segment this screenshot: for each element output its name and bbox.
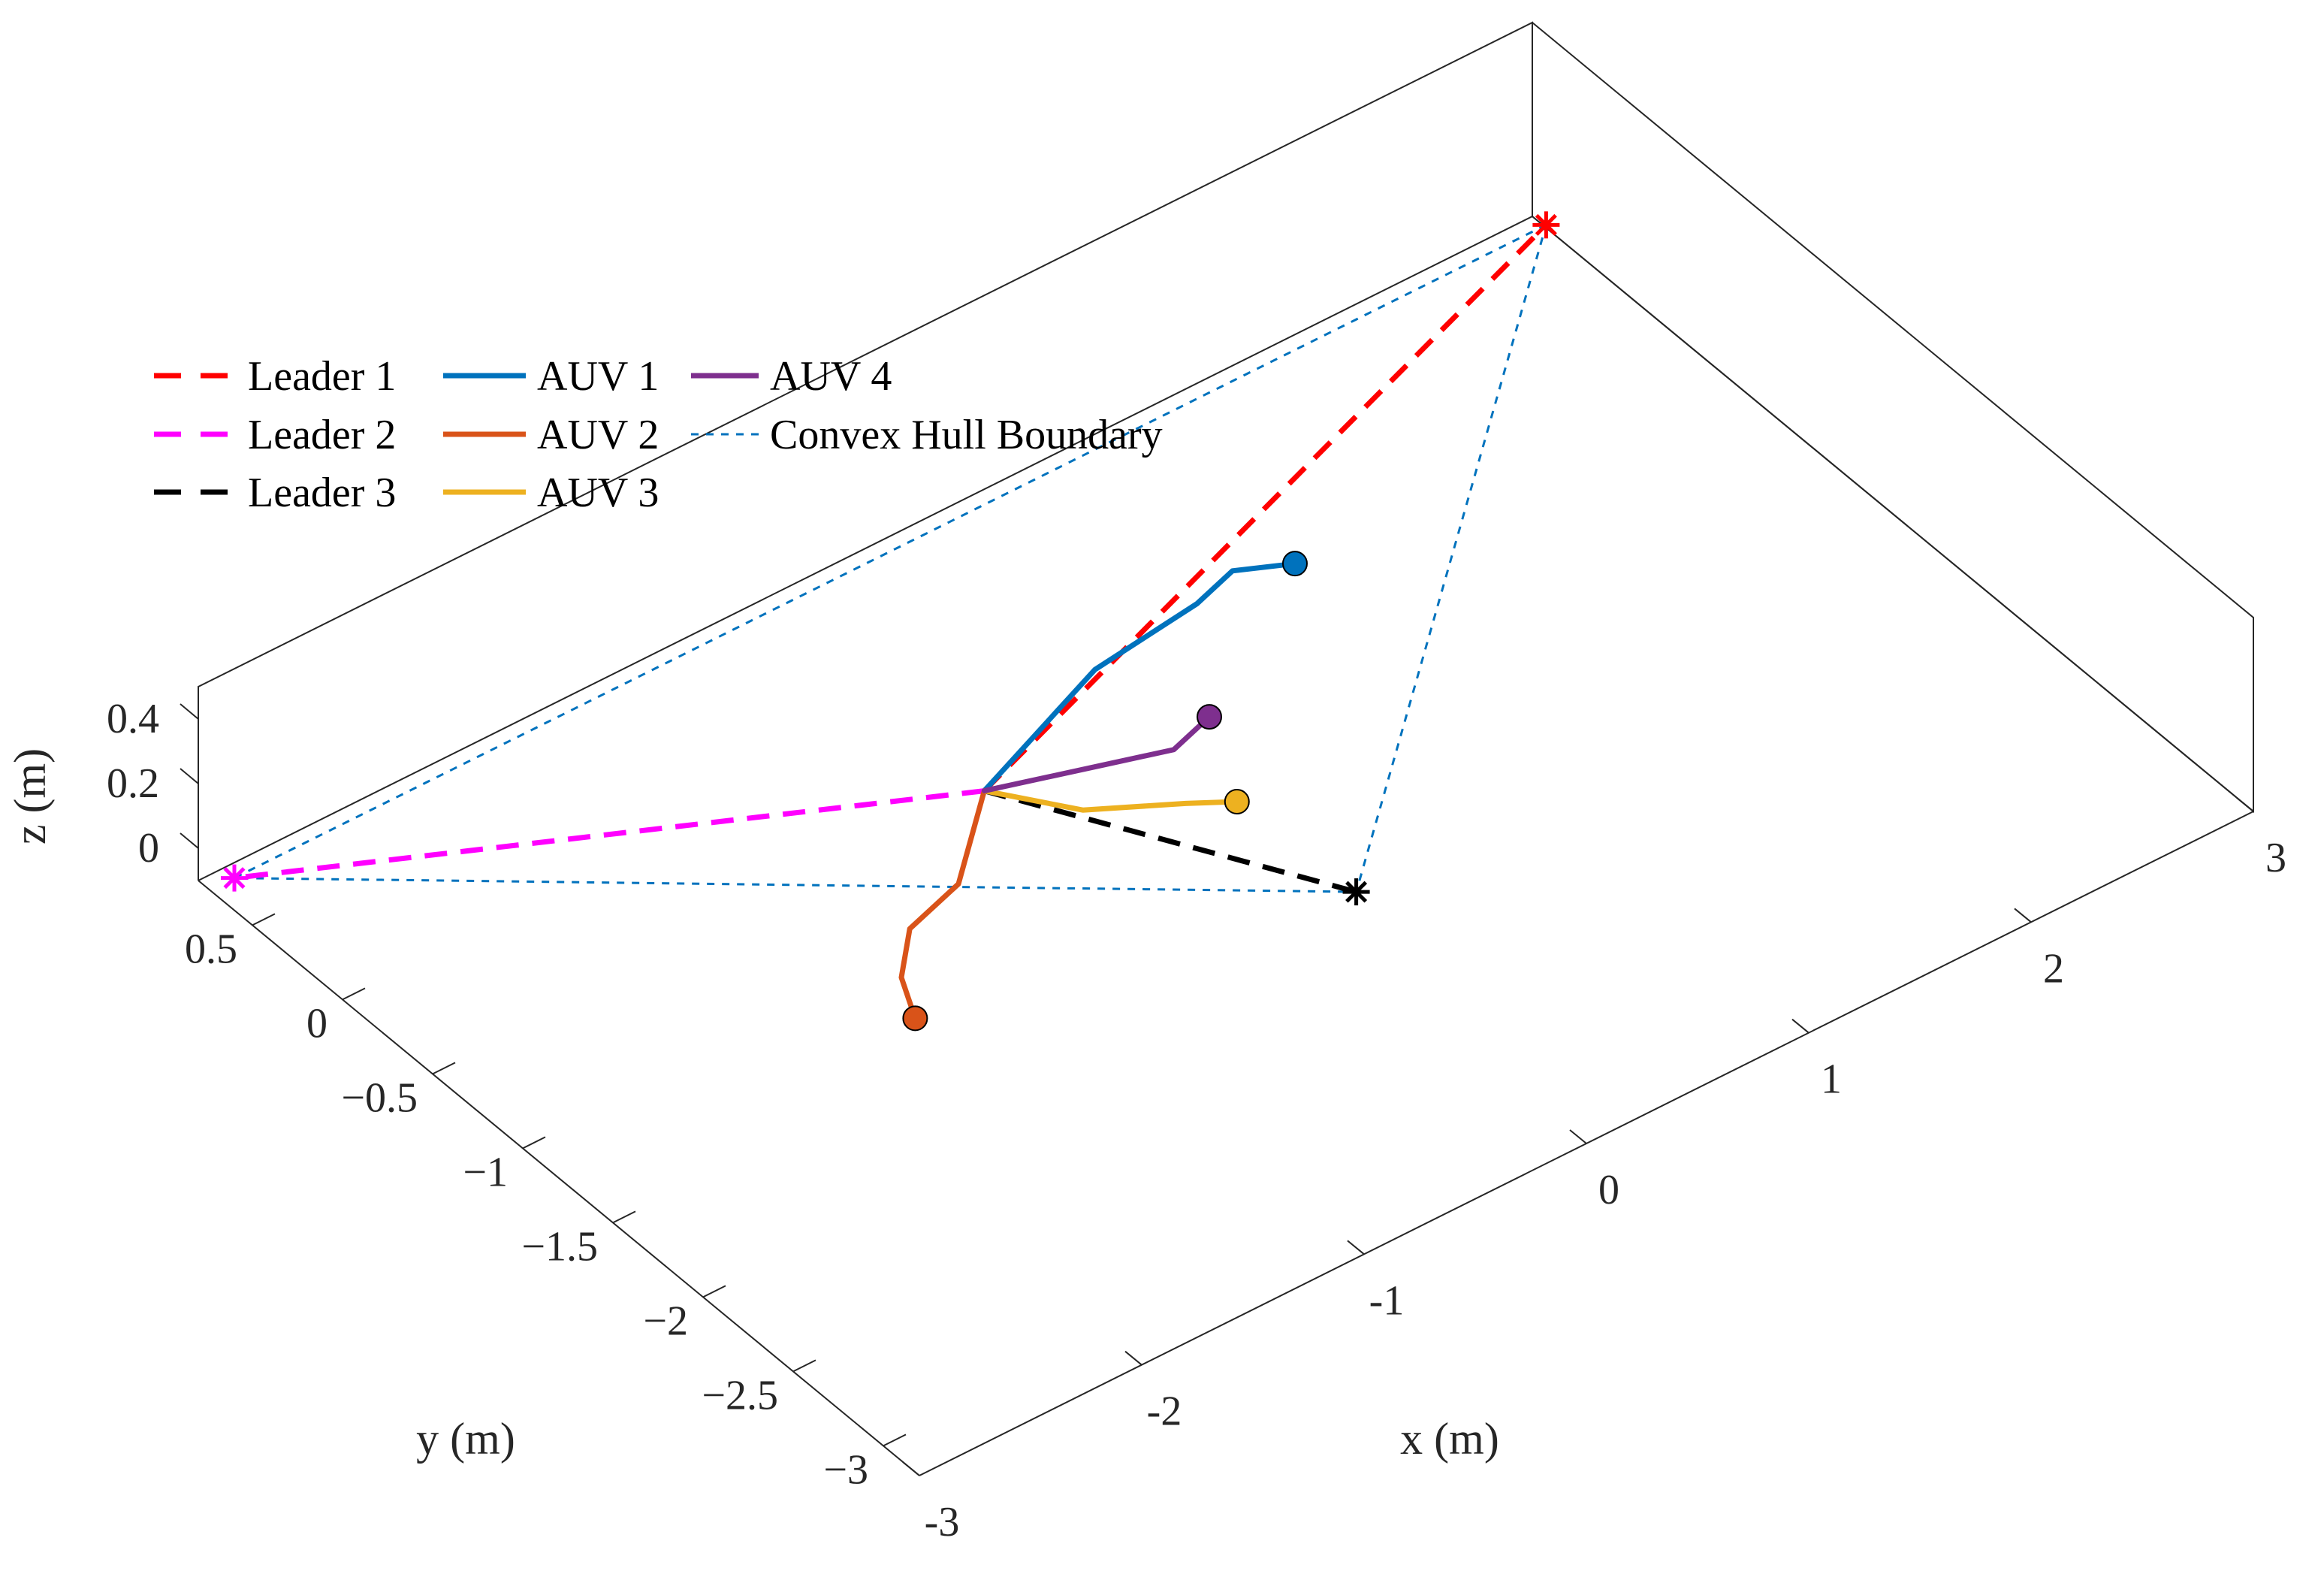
z-tick-label: 0.2: [107, 760, 159, 807]
series-line-auv-4: [981, 714, 1212, 794]
x-tick-label: 2: [2043, 945, 2064, 992]
y-ticks: 0.5 0 −0.5 −1 −1.5 −2 −2.5 −3: [185, 913, 907, 1493]
z-tick-label: 0: [138, 825, 159, 872]
legend-label-auv-3: AUV 3: [537, 470, 659, 516]
x-tick-label: 0: [1598, 1167, 1619, 1213]
z-tick-mark: [180, 832, 199, 849]
series-line-auv-2: [898, 788, 987, 1021]
y-tick-mark: [702, 1285, 726, 1298]
x-axis-title: x (m): [1400, 1414, 1499, 1464]
y-tick-mark: [792, 1359, 816, 1373]
axes-box: [198, 21, 2254, 1476]
y-tick-label: −3: [823, 1446, 868, 1493]
legend-label-leader-1: Leader 1: [248, 353, 396, 400]
x-tick-label: -3: [925, 1499, 960, 1545]
x-tick-label: -1: [1369, 1277, 1405, 1324]
y-tick-mark: [522, 1136, 546, 1150]
x-tick-label: -2: [1147, 1388, 1182, 1435]
x-tick-label: 1: [1821, 1056, 1842, 1103]
y-tick-label: −1.5: [521, 1223, 598, 1270]
x-ticks: -3 -2 -1 0 1 2 3: [902, 797, 2286, 1545]
end-marker-auv-1: [1282, 551, 1308, 577]
back-pane-right: [1532, 22, 2254, 814]
series-line-leader-2: [234, 788, 985, 881]
end-marker-leader-3: [1342, 878, 1370, 906]
y-axis-title: y (m): [416, 1414, 515, 1464]
x-tick-mark: [1791, 1018, 1809, 1034]
z-ticks: 0 0.2 0.4: [107, 696, 199, 872]
end-marker-auv-4: [1197, 704, 1222, 730]
series-line-auv-1: [981, 560, 1298, 794]
end-marker-leader-2: [221, 864, 248, 892]
x-tick-mark: [2014, 908, 2032, 923]
z-tick-mark: [180, 703, 199, 720]
legend-label-leader-3: Leader 3: [248, 470, 396, 516]
floor-back-right: [1532, 216, 2254, 812]
x-tick-mark: [1569, 1129, 1587, 1144]
x-tick-mark: [2236, 797, 2254, 812]
legend-label-auv-2: AUV 2: [537, 412, 659, 458]
x-tick-mark: [902, 1461, 920, 1476]
end-marker-leader-1: [1532, 211, 1560, 239]
series-line-convex-hull-boundary: [233, 223, 1547, 893]
legend-label-leader-2: Leader 2: [248, 412, 396, 458]
x-tick-mark: [1347, 1240, 1365, 1255]
legend-label-convex-hull-boundary: Convex Hull Boundary: [770, 412, 1163, 458]
x-tick-mark: [1124, 1350, 1142, 1366]
z-axis-title: z (m): [5, 748, 55, 844]
legend: Leader 1 Leader 2 Leader 3 AUV 1 AUV 2 AUV 3 A…: [154, 353, 1163, 516]
x-tick-label: 3: [2265, 835, 2286, 881]
y-tick-mark: [612, 1210, 636, 1224]
y-tick-label: 0.5: [185, 926, 237, 972]
series-line-leader-1: [982, 222, 1548, 793]
y-tick-label: 0: [306, 1000, 327, 1047]
series-line-leader-3: [983, 788, 1357, 895]
y-tick-mark: [252, 913, 276, 926]
series-layer: [221, 211, 1560, 1032]
floor-back-left: [198, 216, 1533, 881]
y-tick-label: −2.5: [702, 1372, 778, 1418]
series-line-auv-3: [981, 788, 1240, 813]
z-tick-mark: [180, 768, 199, 784]
end-marker-auv-3: [1224, 789, 1250, 815]
y-tick-label: −1: [463, 1149, 508, 1195]
legend-label-auv-1: AUV 1: [537, 353, 659, 400]
y-tick-label: −0.5: [341, 1074, 418, 1121]
y-axis-line: [198, 880, 920, 1476]
legend-label-auv-4: AUV 4: [770, 353, 892, 400]
y-tick-mark: [432, 1062, 456, 1075]
y-tick-mark: [883, 1434, 907, 1447]
y-tick-mark: [342, 987, 366, 1001]
end-marker-auv-2: [902, 1005, 928, 1032]
y-tick-label: −2: [643, 1298, 688, 1344]
z-tick-label: 0.4: [107, 696, 159, 742]
